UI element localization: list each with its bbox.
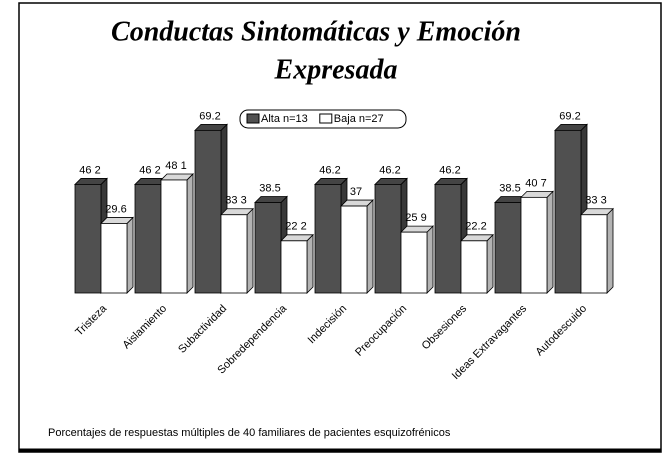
bar-front — [340, 205, 368, 294]
bar-top — [74, 178, 108, 185]
bar-front — [554, 129, 582, 294]
data-label: 69.2 — [559, 110, 580, 122]
bar — [374, 177, 408, 294]
bar-side — [186, 172, 194, 294]
bar-top — [520, 190, 554, 198]
bar — [434, 177, 468, 294]
bar-front — [100, 223, 128, 294]
bar-top — [434, 178, 468, 185]
data-label: 38.5 — [499, 182, 520, 194]
bar-front — [520, 196, 548, 294]
bar-front — [434, 184, 462, 294]
chart-title: Conductas Sintomáticas y Emoción — [111, 16, 521, 47]
bar-top — [100, 217, 134, 224]
bar-side — [606, 207, 614, 294]
bar — [460, 233, 494, 294]
bar-side — [366, 199, 374, 294]
bar-side — [426, 225, 434, 294]
data-label: 25 9 — [405, 212, 426, 224]
data-label: 33 3 — [585, 195, 606, 207]
bar-front — [460, 240, 488, 294]
bar — [520, 190, 554, 294]
bar-top — [220, 208, 254, 216]
caption: Porcentajes de respuestas múltiples de 4… — [48, 427, 451, 439]
data-label: 29.6 — [105, 203, 126, 215]
bar-side — [246, 207, 254, 294]
bar-front — [494, 202, 522, 294]
data-label: 46 2 — [139, 164, 160, 176]
data-label: 48 1 — [165, 160, 186, 172]
bar — [100, 216, 134, 294]
legend-label: Baja n=27 — [334, 113, 384, 125]
bar-top — [374, 178, 408, 185]
data-label: 46 2 — [79, 164, 100, 176]
bar-front — [74, 184, 102, 294]
legend-swatch — [319, 113, 333, 124]
bar-side — [486, 233, 494, 294]
data-label: 22 2 — [285, 221, 306, 233]
bar-top — [400, 225, 434, 233]
bar — [220, 207, 254, 294]
bar-front — [280, 240, 308, 294]
bar-front — [314, 184, 342, 294]
legend-swatch — [246, 113, 260, 124]
data-label: 69.2 — [199, 110, 220, 122]
data-label: 46.2 — [319, 164, 340, 176]
bar — [400, 225, 434, 294]
bar-side — [126, 216, 134, 294]
data-label: 40 7 — [525, 177, 546, 189]
bar-front — [374, 184, 402, 294]
bar-front — [400, 231, 428, 294]
data-label: 33 3 — [225, 195, 246, 207]
bar-top — [460, 234, 494, 242]
data-label: 38.5 — [259, 182, 280, 194]
bar-side — [546, 190, 554, 294]
bar-top — [160, 173, 194, 181]
legend-label: Alta n=13 — [261, 113, 308, 125]
data-label: 37 — [350, 186, 362, 198]
bar-top — [580, 208, 614, 216]
bar-top — [554, 123, 588, 131]
bar-front — [160, 179, 188, 294]
data-label: 22.2 — [465, 221, 486, 233]
bar — [160, 172, 194, 294]
bar-side — [306, 233, 314, 294]
bar-front — [254, 202, 282, 294]
bar-front — [194, 129, 222, 294]
bar-front — [580, 214, 608, 294]
bar — [280, 233, 314, 294]
bar-front — [220, 214, 248, 294]
bar — [580, 207, 614, 294]
bar — [340, 199, 374, 294]
bar-top — [314, 178, 348, 185]
bar-top — [340, 199, 374, 207]
bar-top — [194, 123, 228, 131]
bar-front — [134, 184, 162, 294]
data-label: 46.2 — [379, 164, 400, 176]
chart-title: Expresada — [274, 54, 398, 85]
data-label: 46.2 — [439, 164, 460, 176]
bar-top — [280, 234, 314, 242]
bar-top — [254, 196, 288, 203]
